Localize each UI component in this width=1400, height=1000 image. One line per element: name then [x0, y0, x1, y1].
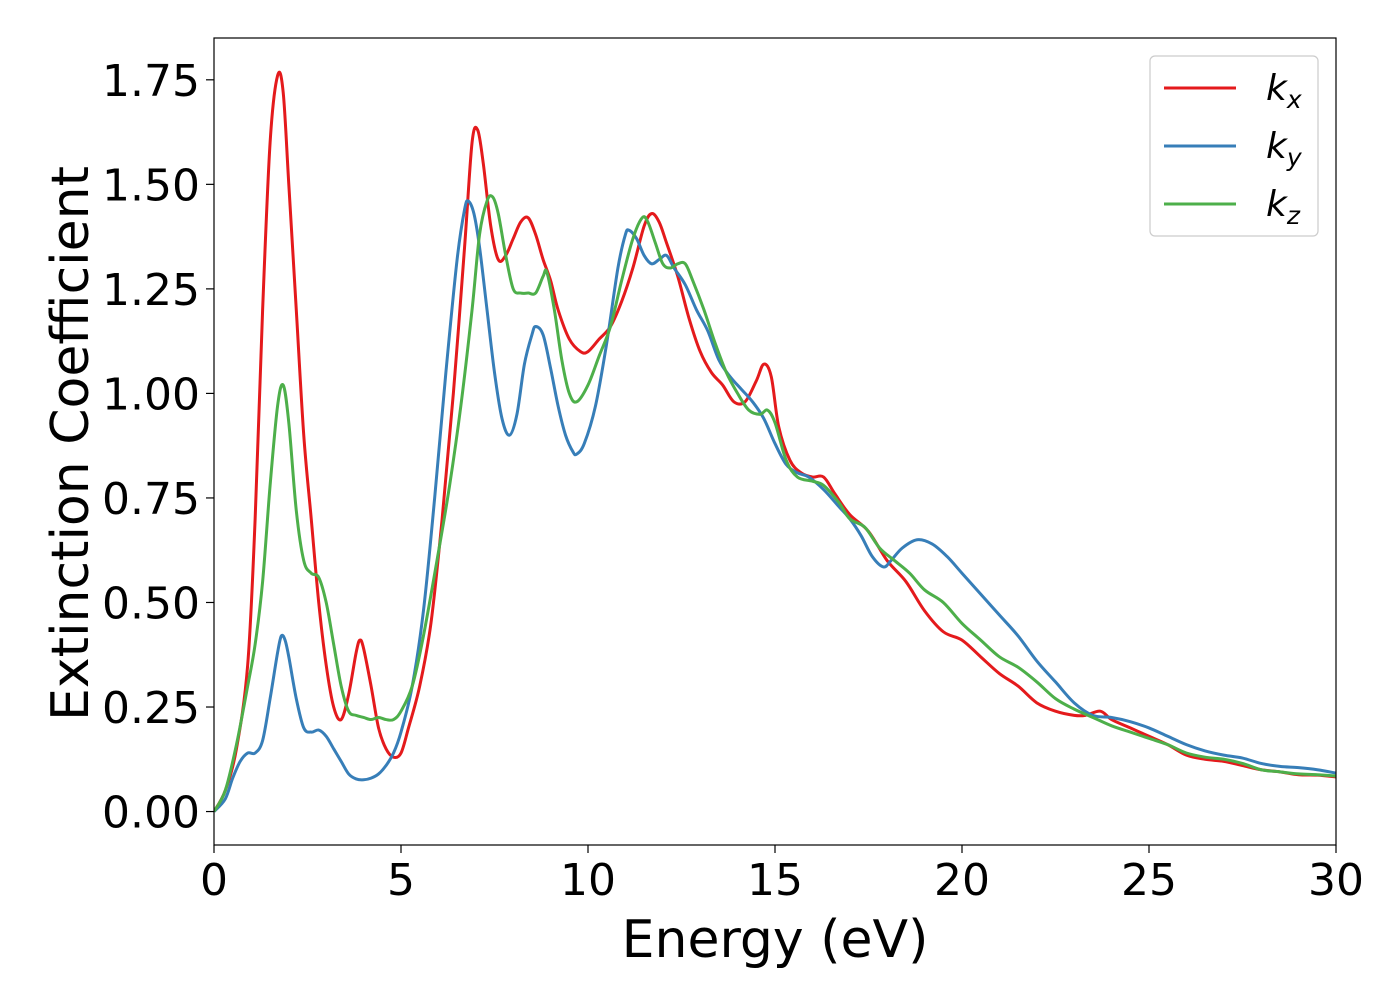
y-tick-label: 1.50: [102, 160, 200, 211]
y-tick-label: 0.00: [102, 788, 200, 839]
x-tick-label: 25: [1121, 855, 1177, 906]
legend-items: kx ky kz: [1164, 68, 1303, 230]
y-tick-label: 0.50: [102, 578, 200, 629]
x-axis-label: Energy (eV): [622, 910, 929, 970]
y-tick-label: 1.00: [102, 369, 200, 420]
x-tick-label: 30: [1308, 855, 1364, 906]
x-tick-label: 5: [387, 855, 415, 906]
x-tick-label: 20: [934, 855, 990, 906]
x-tick-label: 15: [747, 855, 803, 906]
series-line-ky: [214, 199, 1336, 813]
x-axis-ticks: 0 5 10 15 20 25 30: [200, 845, 1364, 906]
y-tick-label: 1.75: [102, 56, 200, 107]
series-line-kz: [214, 194, 1336, 813]
series-line-kx: [214, 70, 1336, 813]
legend: kx ky kz: [1149, 55, 1319, 237]
y-tick-label: 1.25: [102, 265, 200, 316]
y-axis-ticks: 0.00 0.25 0.50 0.75 1.00 1.25 1.50 1.75: [102, 56, 214, 839]
x-tick-label: 0: [200, 855, 228, 906]
legend-label: ky: [1266, 126, 1303, 172]
y-tick-label: 0.25: [102, 683, 200, 734]
y-tick-label: 0.75: [102, 474, 200, 525]
y-axis-label: Extinction Coefficient: [41, 166, 101, 721]
legend-label: kx: [1266, 68, 1302, 114]
legend-label: kz: [1266, 184, 1301, 230]
x-tick-label: 10: [560, 855, 616, 906]
series-layer: [214, 70, 1336, 813]
